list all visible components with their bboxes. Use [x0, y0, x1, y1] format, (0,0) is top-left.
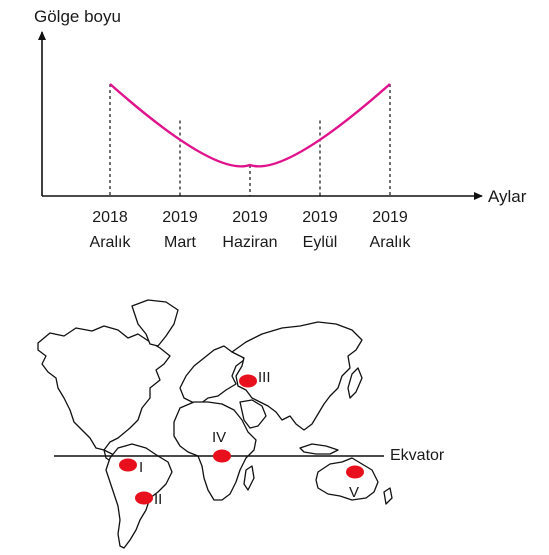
shadow-length-graph: Gölge boyu Aylar 2018 Aralık 2019 Mart 2019 H… [34, 7, 527, 251]
madagascar-landmass [243, 465, 255, 491]
x-tick-year: 2019 [302, 209, 338, 226]
greenland-landmass [131, 299, 179, 347]
x-tick-year: 2019 [232, 209, 268, 226]
x-tick-month: Mart [164, 234, 197, 251]
marker-label-iii: III [258, 369, 271, 386]
guide-lines [109, 84, 391, 196]
x-tick-month: Aralık [90, 234, 132, 251]
indonesia-landmass [299, 443, 339, 455]
japan-landmass [347, 367, 363, 399]
africa-landmass [173, 401, 257, 501]
x-tick-labels: 2018 Aralık 2019 Mart 2019 Haziran 2019 Eylül 20… [90, 209, 412, 251]
marker-label-ii: II [154, 491, 162, 508]
x-tick-month: Eylül [303, 234, 338, 251]
marker-i [119, 458, 137, 472]
new-zealand-landmass [383, 487, 393, 505]
north-america-landmass [37, 325, 171, 451]
x-tick-year: 2019 [162, 209, 198, 226]
marker-v [346, 465, 364, 479]
x-tick-month: Aralık [370, 234, 412, 251]
marker-label-v: V [349, 484, 359, 501]
marker-iv [213, 449, 231, 463]
y-axis-label: Gölge boyu [34, 7, 121, 26]
marker-ii [135, 491, 153, 505]
marker-label-i: I [139, 459, 143, 476]
x-axis-label: Aylar [488, 187, 527, 206]
marker-label-iv: IV [212, 429, 226, 446]
x-tick-year: 2019 [372, 209, 408, 226]
x-tick-month: Haziran [222, 234, 277, 251]
asia-landmass [231, 321, 363, 431]
equator-label: Ekvator [390, 447, 445, 464]
world-map: Ekvator I II III IV V [37, 299, 445, 549]
europe-landmass [179, 345, 245, 405]
australia-landmass [315, 457, 379, 501]
x-tick-year: 2018 [92, 209, 128, 226]
location-markers: I II III IV V [119, 369, 364, 508]
arabia-landmass [239, 399, 267, 429]
shadow-length-curve [109, 83, 391, 168]
marker-iii [239, 374, 257, 388]
